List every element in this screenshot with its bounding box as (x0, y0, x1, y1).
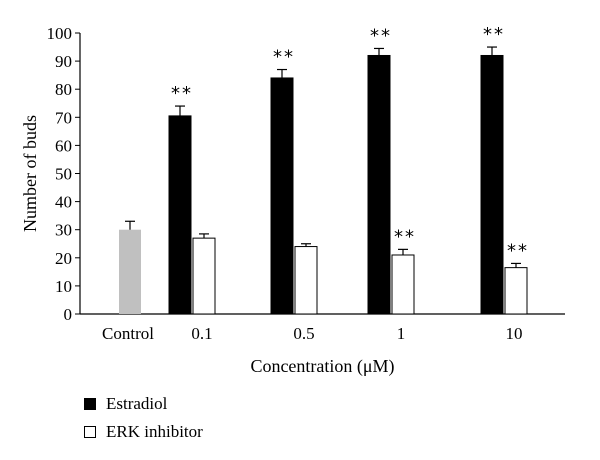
y-tick-label: 20 (55, 249, 72, 268)
x-tick-label: Control (102, 324, 154, 343)
bar-control (119, 229, 141, 314)
x-tick-label: 10 (506, 324, 523, 343)
chart-legend: Estradiol ERK inhibitor (84, 392, 203, 448)
y-tick-label: 80 (55, 80, 72, 99)
y-tick-label: 40 (55, 193, 72, 212)
y-tick-label: 90 (55, 52, 72, 71)
legend-item-erk-inhibitor: ERK inhibitor (84, 420, 203, 444)
significance-mark: ** (171, 83, 193, 104)
y-tick-label: 50 (55, 165, 72, 184)
bar-estradiol (168, 115, 192, 315)
bar-estradiol (367, 54, 391, 315)
x-axis-label: Concentration (μM) (250, 356, 394, 377)
chart-significance-marks: ** ** ** ** ** ** (171, 24, 529, 261)
x-tick-label: 0.5 (293, 324, 314, 343)
significance-mark: ** (394, 226, 416, 247)
bar-erk-inhibitor (294, 246, 318, 315)
legend-label-erk-inhibitor: ERK inhibitor (106, 422, 203, 441)
significance-mark: ** (273, 47, 295, 68)
y-tick-label: 70 (55, 108, 72, 127)
legend-item-estradiol: Estradiol (84, 392, 203, 416)
legend-swatch-estradiol (84, 398, 96, 410)
bar-erk-inhibitor (504, 267, 528, 315)
bar-estradiol (270, 77, 294, 315)
chart-bars (119, 54, 528, 315)
y-tick-label: 0 (64, 305, 73, 324)
y-tick-label: 30 (55, 221, 72, 240)
bar-estradiol (480, 54, 504, 315)
bar-chart: 0 10 20 30 40 50 60 70 80 90 100 Control 0.1 0.5 1 10 *… (20, 24, 565, 377)
legend-swatch-erk-inhibitor (84, 426, 96, 438)
chart-axes: 0 10 20 30 40 50 60 70 80 90 100 Control 0.1 0.5 1 10 (47, 24, 565, 343)
x-tick-label: 0.1 (191, 324, 212, 343)
chart-error-bars (125, 46, 521, 268)
significance-mark: ** (370, 25, 392, 46)
y-tick-label: 60 (55, 136, 72, 155)
legend-label-estradiol: Estradiol (106, 394, 168, 413)
y-tick-label: 100 (47, 24, 73, 43)
y-tick-label: 10 (55, 277, 72, 296)
x-tick-label: 1 (397, 324, 406, 343)
bar-erk-inhibitor (391, 254, 415, 315)
y-axis-label: Number of buds (20, 115, 40, 232)
significance-mark: ** (507, 240, 529, 261)
bar-erk-inhibitor (192, 237, 216, 315)
significance-mark: ** (483, 24, 505, 45)
